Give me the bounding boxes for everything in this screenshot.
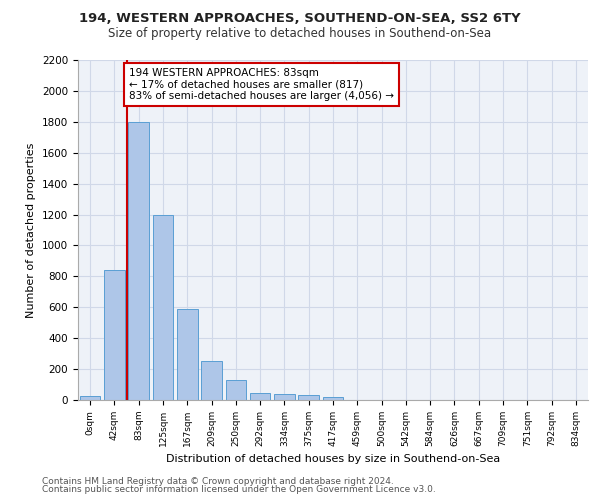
X-axis label: Distribution of detached houses by size in Southend-on-Sea: Distribution of detached houses by size … — [166, 454, 500, 464]
Text: Contains public sector information licensed under the Open Government Licence v3: Contains public sector information licen… — [42, 485, 436, 494]
Text: Contains HM Land Registry data © Crown copyright and database right 2024.: Contains HM Land Registry data © Crown c… — [42, 477, 394, 486]
Bar — [201, 362, 222, 400]
Bar — [80, 396, 100, 400]
Text: Size of property relative to detached houses in Southend-on-Sea: Size of property relative to detached ho… — [109, 28, 491, 40]
Bar — [298, 396, 319, 400]
Bar — [323, 397, 343, 400]
Bar — [226, 380, 246, 400]
Bar — [274, 394, 295, 400]
Text: 194, WESTERN APPROACHES, SOUTHEND-ON-SEA, SS2 6TY: 194, WESTERN APPROACHES, SOUTHEND-ON-SEA… — [79, 12, 521, 26]
Bar — [152, 214, 173, 400]
Bar — [104, 270, 125, 400]
Bar — [128, 122, 149, 400]
Y-axis label: Number of detached properties: Number of detached properties — [26, 142, 37, 318]
Bar — [177, 309, 197, 400]
Bar — [250, 393, 271, 400]
Text: 194 WESTERN APPROACHES: 83sqm
← 17% of detached houses are smaller (817)
83% of : 194 WESTERN APPROACHES: 83sqm ← 17% of d… — [129, 68, 394, 101]
